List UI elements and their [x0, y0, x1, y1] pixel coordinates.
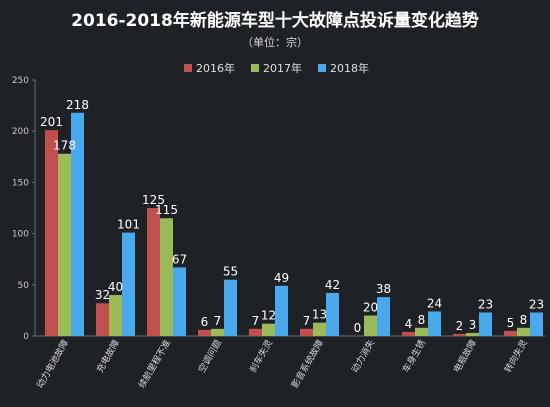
bar — [122, 232, 135, 336]
y-tick-label: 100 — [12, 230, 29, 240]
y-tick-label: 150 — [12, 178, 29, 188]
bar — [415, 327, 428, 336]
category-label: 动力消失 — [349, 338, 377, 375]
bar-value-label: 49 — [274, 271, 289, 285]
bar-value-label: 23 — [529, 297, 544, 311]
chart-subtitle: （单位：宗） — [242, 36, 308, 49]
category-label: 电瓶故障 — [451, 338, 479, 375]
bar-value-label: 42 — [325, 278, 340, 292]
bar-value-label: 6 — [201, 315, 209, 329]
bar-value-label: 201 — [40, 115, 63, 129]
bar — [428, 311, 441, 336]
bar — [364, 315, 377, 336]
bar-value-label: 12 — [261, 309, 276, 323]
bar-value-label: 178 — [53, 139, 76, 153]
bar — [466, 332, 479, 336]
bar-value-label: 55 — [223, 265, 238, 279]
legend-swatch — [184, 64, 192, 72]
bar — [147, 208, 160, 336]
bar — [300, 328, 313, 336]
bars — [45, 112, 543, 336]
bar-value-label: 13 — [312, 308, 327, 322]
chart-title: 2016-2018年新能源车型十大故障点投诉量变化趋势 — [71, 11, 479, 31]
bar — [96, 303, 109, 336]
legend: 2016年 2017年 2018年 — [184, 61, 369, 75]
category-label: 影音系统故障 — [289, 338, 326, 391]
bar-value-label: 20 — [363, 301, 378, 315]
bar-value-label: 218 — [66, 98, 89, 112]
bar-value-label: 7 — [303, 314, 311, 328]
category-labels: 动力电池故障 充电故障 续航里程不准 空调问题 刹车失灵 影音系统故障 动力消失 车身生锈 电瓶… — [34, 338, 530, 391]
bar — [198, 329, 211, 336]
category-label: 空调问题 — [196, 338, 224, 375]
bar — [479, 312, 492, 336]
category-label: 刹车失灵 — [247, 338, 275, 375]
bar — [109, 295, 122, 336]
legend-swatch — [318, 64, 326, 72]
y-tick-label: 200 — [12, 127, 29, 137]
category-label: 续航里程不准 — [136, 338, 173, 391]
bar-value-label: 24 — [427, 296, 442, 310]
bar-value-label: 125 — [142, 193, 165, 207]
bar — [504, 330, 517, 336]
bar — [173, 267, 186, 336]
bar — [224, 279, 237, 336]
bar — [313, 322, 326, 336]
category-label: 车身生锈 — [400, 338, 428, 375]
bar-value-label: 38 — [376, 282, 391, 296]
bar — [530, 312, 543, 336]
bar — [71, 112, 84, 336]
bar — [517, 327, 530, 336]
bar-value-label: 32 — [95, 288, 110, 302]
bar-value-label: 7 — [214, 314, 222, 328]
bar — [275, 285, 288, 336]
legend-label: 2018年 — [330, 61, 369, 75]
bar — [45, 130, 58, 336]
bar-value-label: 3 — [469, 318, 477, 332]
bar-value-label: 115 — [155, 203, 178, 217]
category-label: 转向失灵 — [502, 338, 530, 375]
bar-value-label: 8 — [418, 313, 426, 327]
bar-value-label: 23 — [478, 297, 493, 311]
bar — [249, 328, 262, 336]
bar-value-label: 5 — [507, 316, 515, 330]
bar — [58, 153, 71, 336]
bar — [326, 292, 339, 336]
bar-value-label: 67 — [172, 252, 187, 266]
bar-value-label: 8 — [520, 313, 528, 327]
bar-value-label: 4 — [405, 317, 413, 331]
bar-value-label: 2 — [456, 319, 464, 333]
legend-label: 2017年 — [263, 61, 302, 75]
category-label: 动力电池故障 — [34, 338, 71, 391]
bar-value-label: 101 — [117, 218, 140, 232]
bar — [453, 333, 466, 336]
bar — [262, 323, 275, 336]
legend-label: 2016年 — [196, 61, 235, 75]
bar-value-label: 0 — [354, 321, 362, 335]
category-label: 充电故障 — [94, 338, 122, 375]
legend-swatch — [251, 64, 259, 72]
y-tick-label: 0 — [23, 332, 29, 342]
bar — [377, 297, 390, 336]
bar — [160, 218, 173, 336]
bar — [402, 331, 415, 336]
y-tick-label: 250 — [12, 76, 29, 86]
bar-value-label: 7 — [252, 314, 260, 328]
bar-value-label: 40 — [108, 280, 123, 294]
y-tick-label: 50 — [18, 281, 30, 291]
bar — [211, 328, 224, 336]
